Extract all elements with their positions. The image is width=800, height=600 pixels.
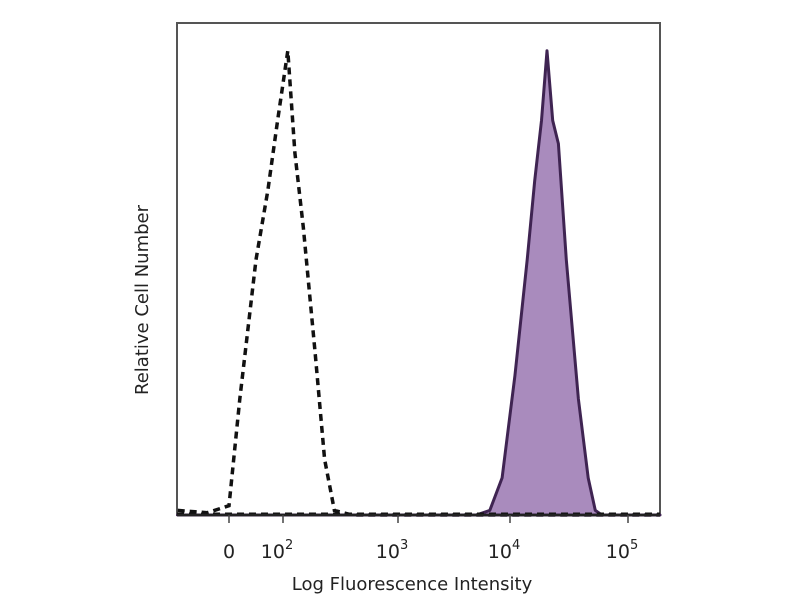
x-tick-label: 0 (223, 541, 235, 563)
stained-histogram (176, 49, 662, 517)
x-tick-label: 102 (261, 538, 293, 563)
x-tick-label: 104 (488, 538, 520, 563)
x-axis-title: Log Fluorescence Intensity (292, 574, 533, 595)
y-axis-title: Relative Cell Number (132, 204, 153, 395)
x-tick-label: 105 (606, 538, 638, 563)
x-tick-label: 103 (376, 538, 408, 563)
x-ticks: 0 102 103 104 105 (223, 515, 638, 563)
plot-frame (176, 22, 661, 516)
isotype-control-histogram (177, 50, 660, 517)
